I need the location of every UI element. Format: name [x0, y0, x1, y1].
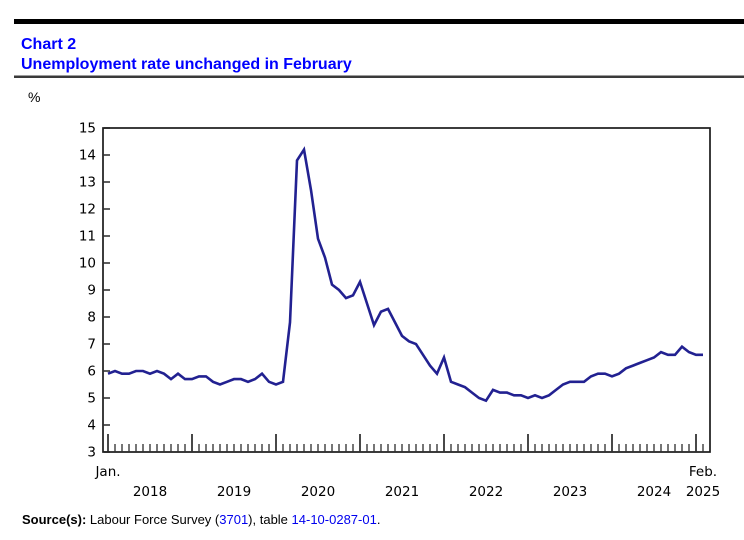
source-label: Source(s): [22, 512, 87, 527]
y-tick-label: 6 [87, 364, 96, 380]
table-number-link[interactable]: 14-10-0287-01 [291, 512, 377, 527]
x-axis-year-label: 2023 [553, 484, 587, 500]
y-tick-label: 5 [87, 391, 96, 407]
x-axis-year-label: 2020 [301, 484, 335, 500]
y-tick-label: 3 [87, 445, 96, 461]
x-axis-year-label: 2024 [637, 484, 671, 500]
chart-number-label: Chart 2 [21, 36, 77, 53]
source-text-pre: Labour Force Survey ( [86, 512, 220, 527]
top-rule [14, 19, 744, 24]
y-tick-label: 10 [79, 256, 96, 272]
y-tick-label: 13 [79, 175, 96, 191]
y-tick-label: 12 [79, 202, 96, 218]
x-axis-year-label: 2025 [686, 484, 720, 500]
x-axis-year-label: 2021 [385, 484, 419, 500]
y-tick-label: 9 [87, 283, 96, 299]
y-tick-label: 4 [87, 418, 96, 434]
source-text-mid: ), table [248, 512, 292, 527]
y-axis-unit-label: % [28, 89, 41, 105]
y-tick-label: 11 [79, 229, 96, 245]
x-axis-year-label: 2019 [217, 484, 251, 500]
header-rule [14, 75, 744, 78]
source-line: Source(s): Labour Force Survey (3701), t… [22, 512, 380, 527]
survey-number-link[interactable]: 3701 [219, 512, 249, 527]
y-tick-label: 15 [79, 121, 96, 137]
x-axis-year-label: 2018 [133, 484, 167, 500]
x-axis-year-label: 2022 [469, 484, 503, 500]
unemployment-rate-series-line [107, 146, 703, 403]
x-axis-start-month-label: Jan. [94, 464, 120, 480]
source-text-post: . [376, 512, 381, 527]
y-tick-label: 14 [79, 148, 96, 164]
y-tick-label: 7 [87, 337, 96, 353]
chart-title: Unemployment rate unchanged in February [21, 56, 352, 73]
y-tick-label: 8 [87, 310, 96, 326]
x-axis-end-month-label: Feb. [689, 464, 717, 480]
plot-frame [102, 127, 711, 453]
